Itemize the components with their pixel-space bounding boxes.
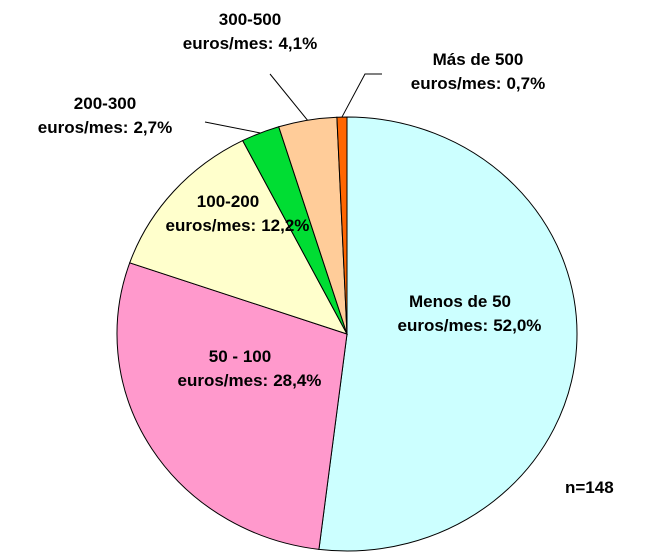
slice-label: 200-300 euros/mes: 2,7%	[25, 92, 185, 140]
slice-label: 50 - 100 euros/mes: 28,4%	[177, 345, 322, 393]
value-label: 0,7%	[506, 74, 546, 93]
slice-label: Menos de 50 euros/mes: 52,0%	[397, 290, 542, 338]
value-label: 28,4%	[273, 371, 322, 390]
category-label: 100-200 euros/mes:	[165, 192, 260, 235]
category-label: 200-300 euros/mes:	[37, 94, 137, 137]
pie-slice	[129, 139, 349, 335]
category-label: 50 - 100 euros/mes:	[177, 347, 272, 390]
pie-slice	[318, 116, 578, 552]
leader-line	[204, 121, 261, 134]
value-label: 2,7%	[133, 118, 173, 137]
annotation: n=148	[565, 478, 614, 497]
value-label: 52,0%	[493, 316, 542, 335]
leader-line	[269, 73, 308, 121]
value-label: 4,1%	[278, 34, 318, 53]
slice-label: 300-500 euros/mes: 4,1%	[170, 8, 330, 56]
slice-label: Más de 500 euros/mes: 0,7%	[393, 48, 563, 96]
leader-line	[341, 73, 382, 118]
value-label: 12,2%	[261, 216, 310, 235]
slice-label: 100-200 euros/mes: 12,2%	[165, 190, 310, 238]
category-label: Más de 500 euros/mes:	[410, 50, 524, 93]
category-label: Menos de 50 euros/mes:	[397, 292, 512, 335]
category-label: 300-500 euros/mes:	[182, 10, 282, 53]
pie-slice	[116, 262, 348, 550]
